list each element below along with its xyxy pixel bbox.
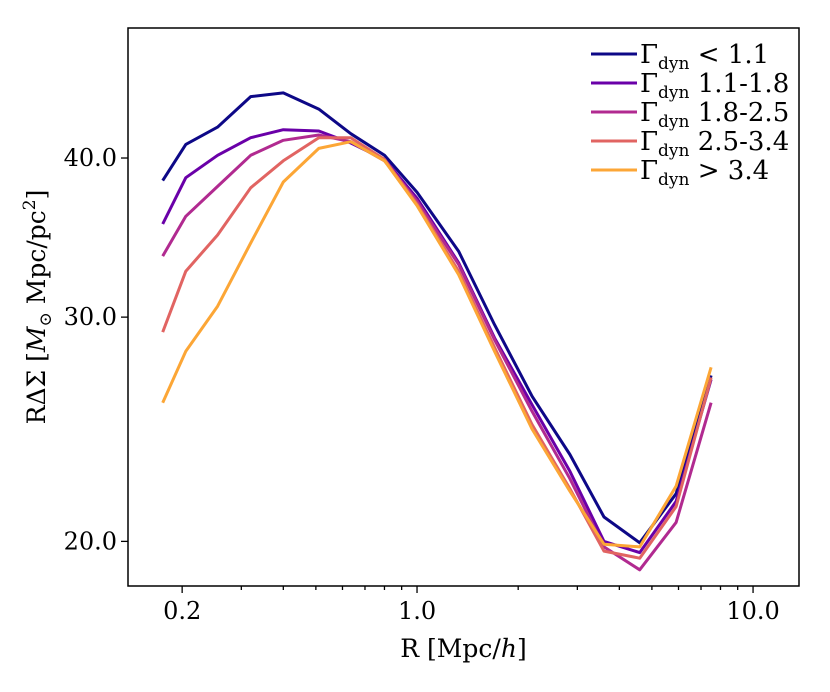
legend-text: 1.8-2.5: [689, 98, 789, 128]
x-tick-label: 0.2: [163, 597, 201, 625]
y-tick-label: 20.0: [64, 527, 117, 555]
y-axis-label-sun-symbol: ⊙: [36, 312, 56, 326]
series-layer: [161, 91, 713, 572]
legend-text: 1.1-1.8: [689, 69, 789, 99]
ticks-layer: 0.2 1.0 10.0 20.0 30.0 40.0: [64, 144, 780, 625]
legend-gamma-symbol: Γ: [640, 98, 658, 128]
legend-entry-1: Γdyn < 1.1: [640, 40, 769, 74]
plot-frame: [127, 27, 800, 587]
legend-text: > 3.4: [689, 156, 769, 186]
x-tick-label: 1.0: [398, 597, 436, 625]
legend-entry-3: Γdyn 1.8-2.5: [640, 98, 789, 132]
x-tick-label: 10.0: [726, 597, 779, 625]
legend-subscript: dyn: [658, 141, 689, 161]
y-axis-label-prefix: RΔΣ [: [22, 352, 51, 424]
y-axis-label-units: Mpc/pc: [22, 210, 51, 312]
legend-gamma-symbol: Γ: [640, 69, 658, 99]
legend-gamma-symbol: Γ: [640, 127, 658, 157]
legend-subscript: dyn: [658, 112, 689, 132]
y-axis-label-msun: M: [22, 325, 51, 353]
series-line-1: [161, 91, 713, 545]
x-axis-label: R [Mpc/h]: [400, 634, 526, 663]
legend-text: 2.5-3.4: [689, 127, 789, 157]
legend-entry-4: Γdyn 2.5-3.4: [640, 127, 789, 161]
legend-gamma-symbol: Γ: [640, 156, 658, 186]
x-axis-label-h: h: [501, 634, 517, 663]
x-axis-label-suffix: ]: [517, 634, 527, 663]
legend-text: < 1.1: [689, 40, 769, 70]
y-axis-label-power: 2: [20, 199, 40, 210]
legend-subscript: dyn: [658, 54, 689, 74]
y-tick-label: 40.0: [64, 144, 117, 172]
legend-entry-5: Γdyn > 3.4: [640, 156, 769, 190]
series-line-5: [161, 140, 713, 549]
legend-subscript: dyn: [658, 83, 689, 103]
legend-entry-2: Γdyn 1.1-1.8: [640, 69, 789, 103]
y-axis-label-close: ]: [22, 190, 51, 200]
x-axis-label-prefix: R [Mpc/: [400, 634, 501, 663]
legend-gamma-symbol: Γ: [640, 40, 658, 70]
legend-subscript: dyn: [658, 170, 689, 190]
y-axis-label: RΔΣ [M⊙ Mpc/pc2]: [20, 190, 56, 425]
y-tick-label: 30.0: [64, 303, 117, 331]
